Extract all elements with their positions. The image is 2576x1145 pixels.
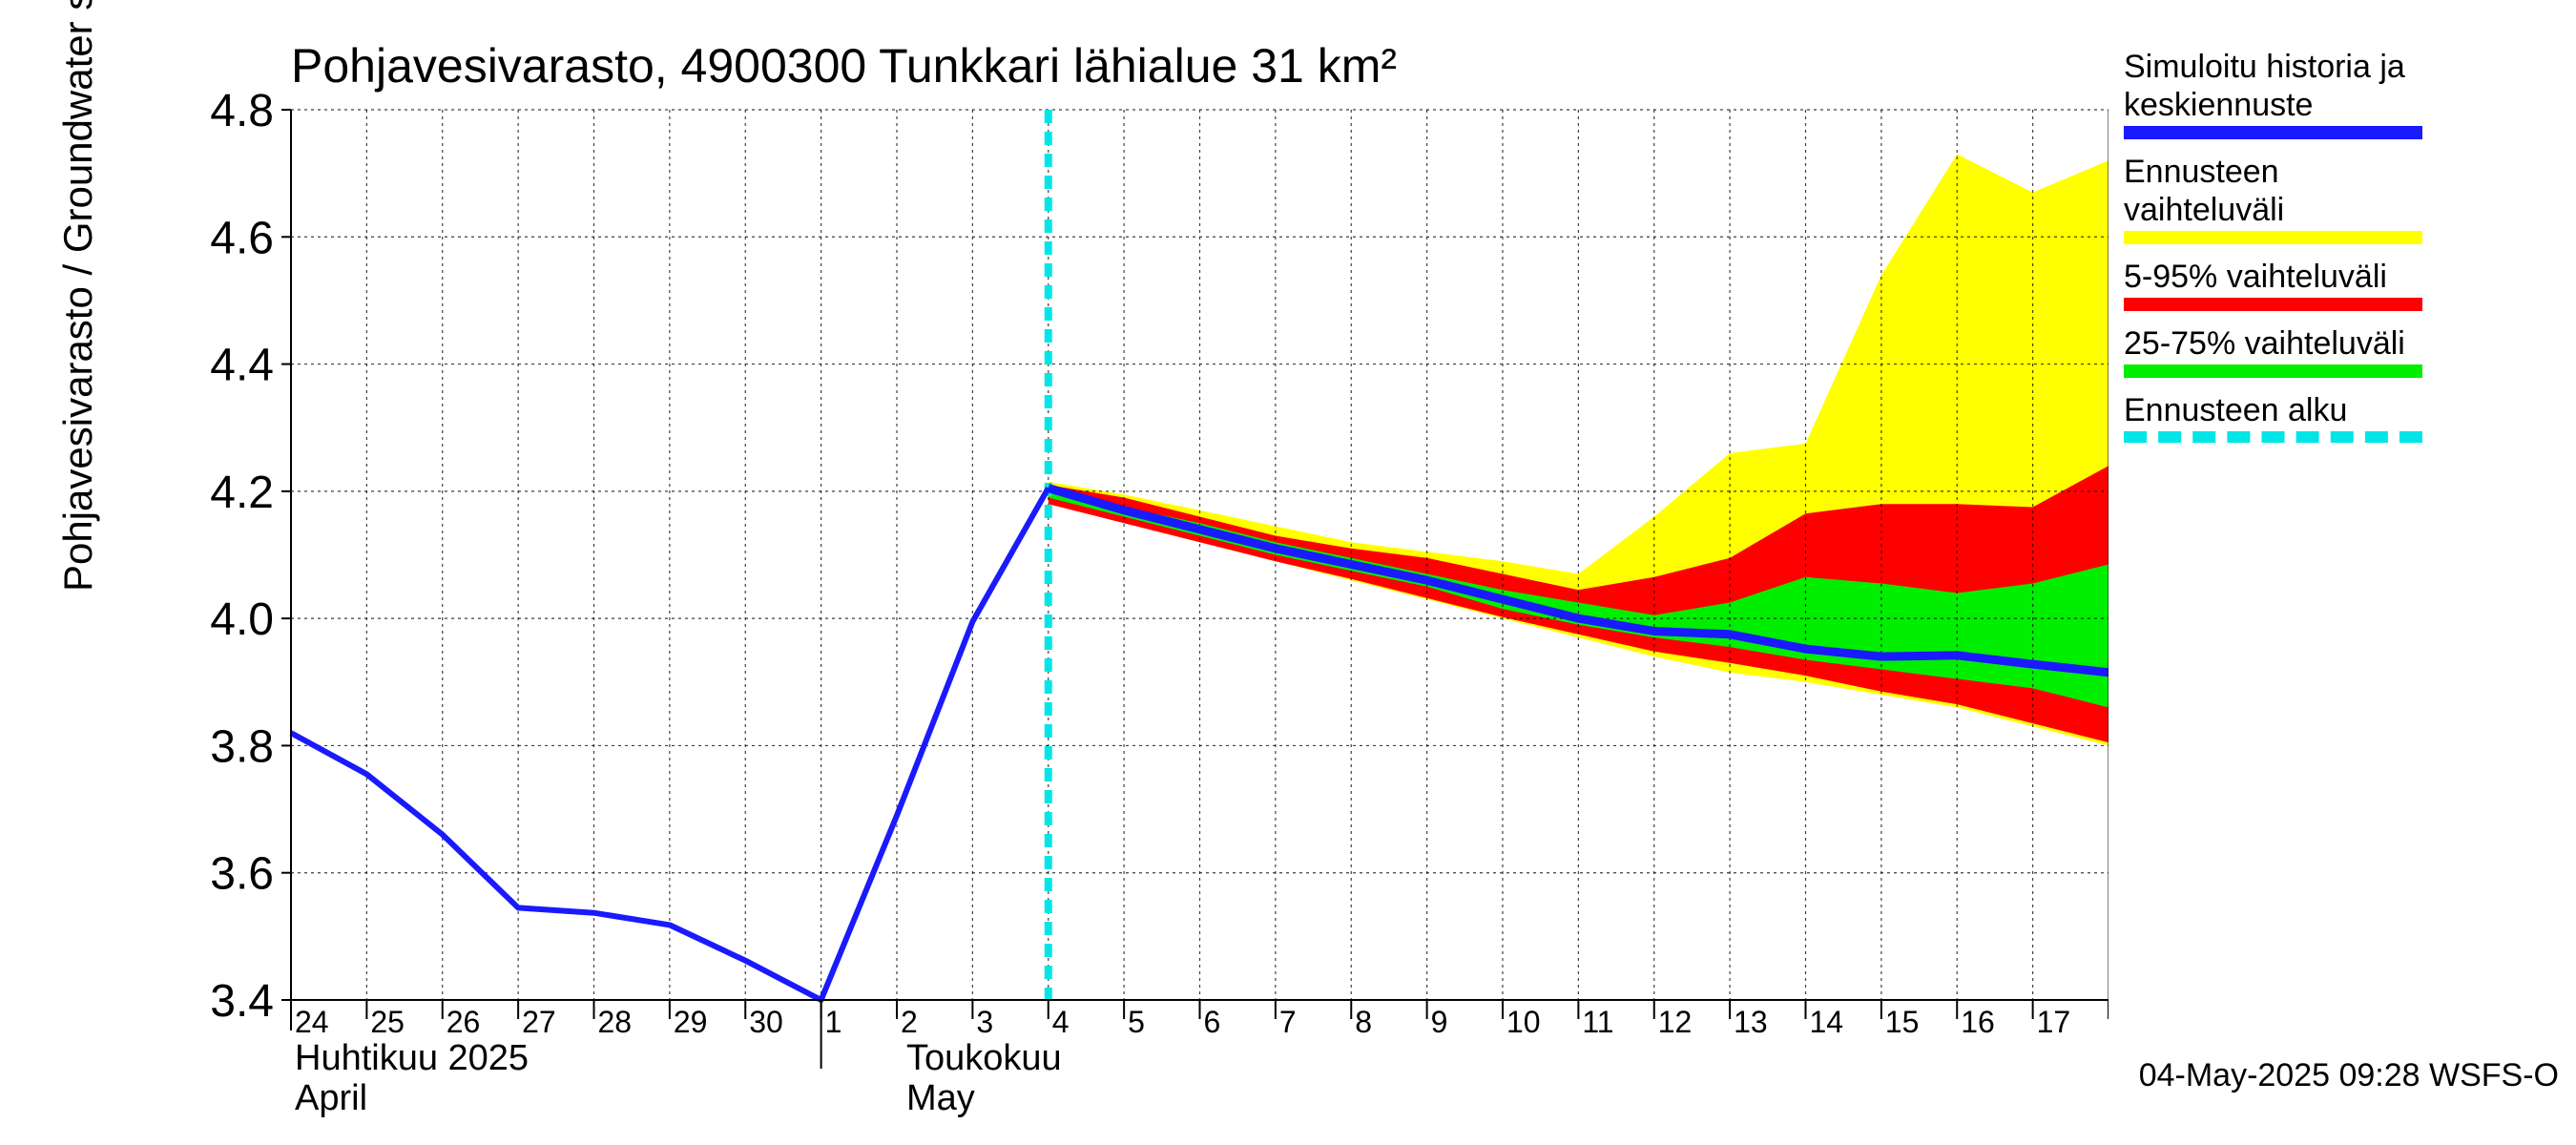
y-tick-label: 3.6 — [210, 849, 274, 900]
series-history — [289, 487, 1051, 1003]
month-label-line1: Huhtikuu 2025 — [295, 1038, 529, 1078]
x-day-label: 30 — [749, 1005, 783, 1039]
x-day-label: 13 — [1734, 1005, 1768, 1039]
y-tick-label: 4.6 — [210, 213, 274, 263]
month-label-line2: April — [295, 1078, 367, 1118]
timestamp-footer: 04-May-2025 09:28 WSFS-O — [2138, 1057, 2559, 1093]
y-tick-label: 4.4 — [210, 341, 274, 391]
legend-item-25-75: 25-75% vaihteluväli — [2124, 324, 2448, 378]
legend-item-history: Simuloitu historia ja keskiennuste — [2124, 48, 2448, 139]
y-tick-label: 4.0 — [210, 594, 274, 645]
grid-lines — [291, 109, 2109, 1000]
month-label-line2: May — [906, 1078, 975, 1118]
y-tick-label: 4.8 — [210, 86, 274, 136]
axis-labels: 3.43.63.84.04.24.44.64.824 25 26 27 28 29 30 1 2… — [210, 86, 2070, 1118]
y-tick-label: 4.2 — [210, 468, 274, 518]
x-day-label: 15 — [1885, 1005, 1920, 1039]
legend-item-5-95: 5-95% vaihteluväli — [2124, 258, 2448, 311]
legend-swatch-full-range — [2124, 231, 2422, 244]
series-lines — [289, 110, 2109, 1003]
x-day-label: 7 — [1279, 1005, 1297, 1039]
x-day-label: 11 — [1582, 1005, 1613, 1039]
month-label-line1: Toukokuu — [906, 1038, 1062, 1078]
x-day-label: 29 — [674, 1005, 708, 1039]
series-median-forecast — [1047, 484, 2109, 677]
legend-swatch-forecast-start — [2124, 431, 2422, 443]
x-day-label: 1 — [825, 1005, 842, 1039]
x-day-label: 5 — [1128, 1005, 1145, 1039]
legend: Simuloitu historia ja keskiennuste Ennus… — [2124, 48, 2448, 456]
legend-label-5-95: 5-95% vaihteluväli — [2124, 259, 2387, 295]
legend-item-full-range: Ennusteen vaihteluväli — [2124, 153, 2448, 244]
x-day-label: 2 — [901, 1005, 918, 1039]
x-day-label: 3 — [976, 1005, 993, 1039]
x-day-label: 17 — [2037, 1005, 2071, 1039]
legend-label-forecast-start: Ennusteen alku — [2124, 392, 2348, 428]
y-axis-label: Pohjavesivarasto / Groundwater storage m… — [55, 0, 100, 592]
groundwater-chart: Pohjavesivarasto, 4900300 Tunkkari lähia… — [55, 0, 2109, 1118]
x-day-label: 16 — [1961, 1005, 1995, 1039]
legend-item-forecast-start: Ennusteen alku — [2124, 391, 2448, 443]
x-day-label: 9 — [1431, 1005, 1448, 1039]
x-day-label: 25 — [370, 1005, 405, 1039]
y-tick-label: 3.8 — [210, 721, 274, 772]
legend-label-history: Simuloitu historia ja keskiennuste — [2124, 49, 2405, 123]
x-day-label: 6 — [1204, 1005, 1221, 1039]
x-day-label: 26 — [447, 1005, 481, 1039]
legend-swatch-5-95 — [2124, 298, 2422, 311]
x-day-label: 12 — [1658, 1005, 1693, 1039]
x-day-label: 27 — [522, 1005, 556, 1039]
x-day-label: 24 — [295, 1005, 329, 1039]
legend-swatch-history — [2124, 126, 2422, 139]
axes — [281, 109, 2109, 1069]
legend-label-25-75: 25-75% vaihteluväli — [2124, 325, 2405, 362]
legend-swatch-25-75 — [2124, 364, 2422, 378]
x-day-label: 28 — [598, 1005, 633, 1039]
x-day-label: 14 — [1810, 1005, 1844, 1039]
x-day-label: 4 — [1052, 1005, 1070, 1039]
y-tick-label: 3.4 — [210, 976, 274, 1027]
chart-title: Pohjavesivarasto, 4900300 Tunkkari lähia… — [291, 39, 1397, 93]
legend-label-full-range: Ennusteen vaihteluväli — [2124, 154, 2285, 228]
x-day-label: 8 — [1355, 1005, 1372, 1039]
x-day-label: 10 — [1506, 1005, 1541, 1039]
